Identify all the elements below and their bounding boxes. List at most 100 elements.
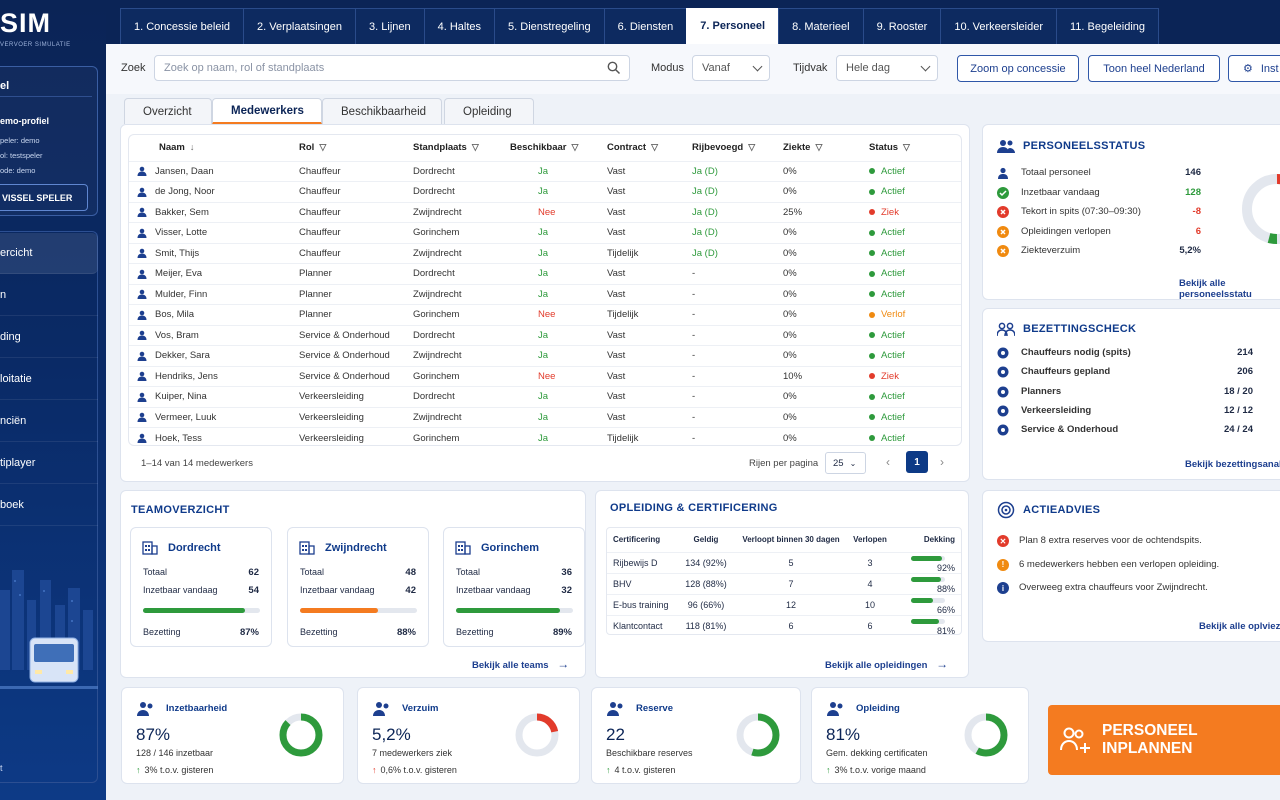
col-naam[interactable]: Naam ↓	[159, 142, 195, 154]
cert-dekking-cell: 92%	[895, 551, 961, 573]
col-beschikbaar[interactable]: Beschikbaar ▽	[510, 142, 579, 154]
cell-ziekte: 0%	[777, 427, 863, 448]
col-contract[interactable]: Contract ▽	[607, 142, 658, 154]
status-dot	[869, 352, 875, 359]
cell-naam: Bos, Mila	[129, 304, 293, 325]
schedule-staff-button[interactable]: PERSONEEL INPLANNEN	[1048, 705, 1280, 775]
cell-naam: Hoek, Tess	[129, 427, 293, 448]
tijdvak-select[interactable]: Hele dag	[836, 55, 938, 81]
table-row[interactable]: Hoek, Tess Verkeersleiding Gorinchem Ja Tijd…	[129, 427, 961, 448]
subtab-medewerkers[interactable]: Medewerkers	[212, 98, 322, 124]
table-row[interactable]: Dekker, Sara Service & Onderhoud Zwijndrec…	[129, 345, 961, 366]
table-row[interactable]: Mulder, Finn Planner Zwijndrecht Ja Vast -0% A…	[129, 283, 961, 305]
col-rol[interactable]: Rol ▽	[299, 142, 327, 154]
kpi-card-inzetbaarheid[interactable]: Inzetbaarheid 87% 128 / 146 inzetbaar ↑ 3% t…	[121, 687, 344, 784]
subtab-opleiding[interactable]: Opleiding	[444, 98, 534, 124]
sidebar-item-handboek[interactable]: boek	[0, 485, 98, 526]
settings-button[interactable]: ⚙ Inst	[1228, 55, 1280, 82]
tab-haltes[interactable]: 4. Haltes	[423, 8, 496, 44]
team-card-dordrecht[interactable]: Dordrecht Totaal 62 Inzetbaar vandaag 54 Beze…	[130, 527, 272, 647]
tab-verkeersleider[interactable]: 10. Verkeersleider	[940, 8, 1057, 44]
cell-beschikbaar: Ja	[504, 427, 601, 448]
view-teams-link[interactable]: Bekijk alle teams →	[472, 657, 570, 671]
next-page-icon[interactable]: ›	[940, 455, 944, 469]
tab-verplaatsingen[interactable]: 2. Verplaatsingen	[243, 8, 357, 44]
kpi-card-verzuim[interactable]: Verzuim 5,2% 7 medewerkers ziek ↑ 0,6% t.o.v…	[357, 687, 580, 784]
table-row[interactable]: Bakker, Sem Chauffeur Zwijndrecht Nee Vast Ja…	[129, 201, 961, 223]
subtab-beschikbaarheid[interactable]: Beschikbaarheid	[322, 98, 442, 124]
table-row[interactable]: Vermeer, Luuk Verkeersleiding Zwijndrecht J…	[129, 406, 961, 428]
tijdvak-label: Tijdvak	[793, 62, 828, 74]
opleiding-title: OPLEIDING & CERTIFICERING	[610, 502, 778, 514]
team-card-zwijndrecht[interactable]: Zwijndrecht Totaal 48 Inzetbaar vandaag 42 Be…	[287, 527, 429, 647]
kpi-sub: 128 / 146 inzetbaar	[136, 748, 214, 758]
inzetbaar-label: Inzetbaar vandaag	[456, 585, 531, 595]
kpi-card-reserve[interactable]: Reserve 22 Beschikbare reserves ↑ 4 t.o.v. g…	[591, 687, 801, 784]
team-card-gorinchem[interactable]: Gorinchem Totaal 36 Inzetbaar vandaag 32 Beze…	[443, 527, 585, 647]
profile-title: el	[0, 80, 10, 92]
table-row[interactable]: Klantcontact 118 (81%) 6 6 81%	[607, 614, 961, 636]
table-row[interactable]: Vos, Bram Service & Onderhoud Dordrecht Ja V…	[129, 324, 961, 346]
cell-contract: Vast	[601, 160, 686, 182]
table-row[interactable]: Smit, Thijs Chauffeur Zwijndrecht Ja Tijdeli…	[129, 242, 961, 264]
switch-player-button[interactable]: VISSEL SPELER	[0, 184, 88, 211]
sidebar-item-financien[interactable]: nciën	[0, 401, 98, 442]
tab-dienstregeling[interactable]: 5. Dienstregeling	[494, 8, 605, 44]
tab-lijnen[interactable]: 3. Lijnen	[355, 8, 425, 44]
tab-materieel[interactable]: 8. Materieel	[778, 8, 864, 44]
view-bezetting-link[interactable]: Bekijk bezettingsanaly	[1185, 459, 1280, 470]
show-netherlands-button[interactable]: Toon heel Nederland	[1088, 55, 1220, 82]
page-button[interactable]: 1	[906, 451, 928, 473]
sidebar-item-overzicht[interactable]: ercicht	[0, 233, 98, 274]
cell-beschikbaar: Ja	[504, 222, 601, 243]
cell-status: Verlof	[863, 304, 961, 325]
col-ziekte[interactable]: Ziekte ▽	[783, 142, 823, 154]
sidebar-item-exploitatie[interactable]: loitatie	[0, 359, 98, 400]
tab-personeel[interactable]: 7. Personeel	[686, 8, 780, 44]
cta-label: PERSONEEL INPLANNEN	[1102, 722, 1198, 757]
table-row[interactable]: Hendriks, Jens Service & Onderhoud Gorinch…	[129, 365, 961, 387]
person-icon	[137, 433, 147, 443]
table-row[interactable]: Jansen, Daan Chauffeur Dordrecht Ja Vast Ja (…	[129, 160, 961, 182]
cert-name: Klantcontact	[607, 614, 675, 636]
subtab-overzicht[interactable]: Overzicht	[124, 98, 212, 124]
search-input[interactable]: Zoek op naam, rol of standplaats	[154, 55, 630, 81]
cert-verloopt: 6	[737, 614, 845, 636]
cell-standplaats: Dordrecht	[407, 160, 504, 182]
sidebar-item-multiplayer[interactable]: tiplayer	[0, 443, 98, 484]
sidebar-footer[interactable]: t	[0, 763, 3, 773]
divider	[0, 96, 92, 97]
table-row[interactable]: Kuiper, Nina Verkeersleiding Dordrecht Ja Va…	[129, 386, 961, 407]
prev-page-icon[interactable]: ‹	[886, 455, 890, 469]
table-row[interactable]: Visser, Lotte Chauffeur Gorinchem Ja Vast Ja …	[129, 222, 961, 243]
col-status[interactable]: Status ▽	[869, 142, 910, 154]
tab-diensten[interactable]: 6. Diensten	[603, 8, 688, 44]
table-row[interactable]: Rijbewijs D 134 (92%) 5 3 92%	[607, 551, 961, 573]
bezettingscheck-title: BEZETTINGSCHECK	[1023, 323, 1137, 335]
table-row[interactable]: de Jong, Noor Chauffeur Dordrecht Ja Vast Ja …	[129, 181, 961, 202]
tab-begeleiding[interactable]: 11. Begeleiding	[1056, 8, 1160, 44]
zoom-concessie-button[interactable]: Zoom op concessie	[957, 55, 1079, 82]
cell-rol: Service & Onderhoud	[293, 365, 407, 387]
sidebar-item-2[interactable]: n	[0, 275, 98, 316]
table-row[interactable]: BHV 128 (88%) 7 4 88%	[607, 572, 961, 594]
table-row[interactable]: Meijer, Eva Planner Dordrecht Ja Vast -0% Acti…	[129, 263, 961, 284]
sidebar-item-3[interactable]: ding	[0, 317, 98, 358]
kpi-value: 87%	[136, 725, 171, 744]
kpi-card-opleiding[interactable]: Opleiding 81% Gem. dekking certificaten ↑ 3%…	[811, 687, 1029, 784]
inzetbaar-label: Inzetbaar vandaag	[300, 585, 375, 595]
view-opleidingen-link[interactable]: Bekijk alle opleidingen →	[825, 657, 949, 671]
col-rijbevoegd[interactable]: Rijbevoegd ▽	[692, 142, 756, 154]
rows-per-page-select[interactable]: 25 ⌄	[825, 452, 866, 474]
view-personeelsstatus-link[interactable]: Bekijk alle personeelsstatu	[1179, 278, 1252, 300]
search-icon[interactable]	[607, 61, 621, 75]
table-row[interactable]: Bos, Mila Planner Gorinchem Nee Tijdelijk -0%…	[129, 304, 961, 325]
bezetting-label: Chauffeurs nodig (spits)	[1021, 347, 1131, 358]
cert-verlopen: 6	[845, 614, 895, 636]
table-row[interactable]: E-bus training 96 (66%) 12 10 66%	[607, 593, 961, 615]
modus-select[interactable]: Vanaf	[692, 55, 770, 81]
tab-rooster[interactable]: 9. Rooster	[862, 8, 942, 44]
view-advies-link[interactable]: Bekijk alle oplviez	[1199, 621, 1280, 632]
tab-concessie-beleid[interactable]: 1. Concessie beleid	[120, 8, 245, 44]
col-standplaats[interactable]: Standplaats ▽	[413, 142, 479, 154]
